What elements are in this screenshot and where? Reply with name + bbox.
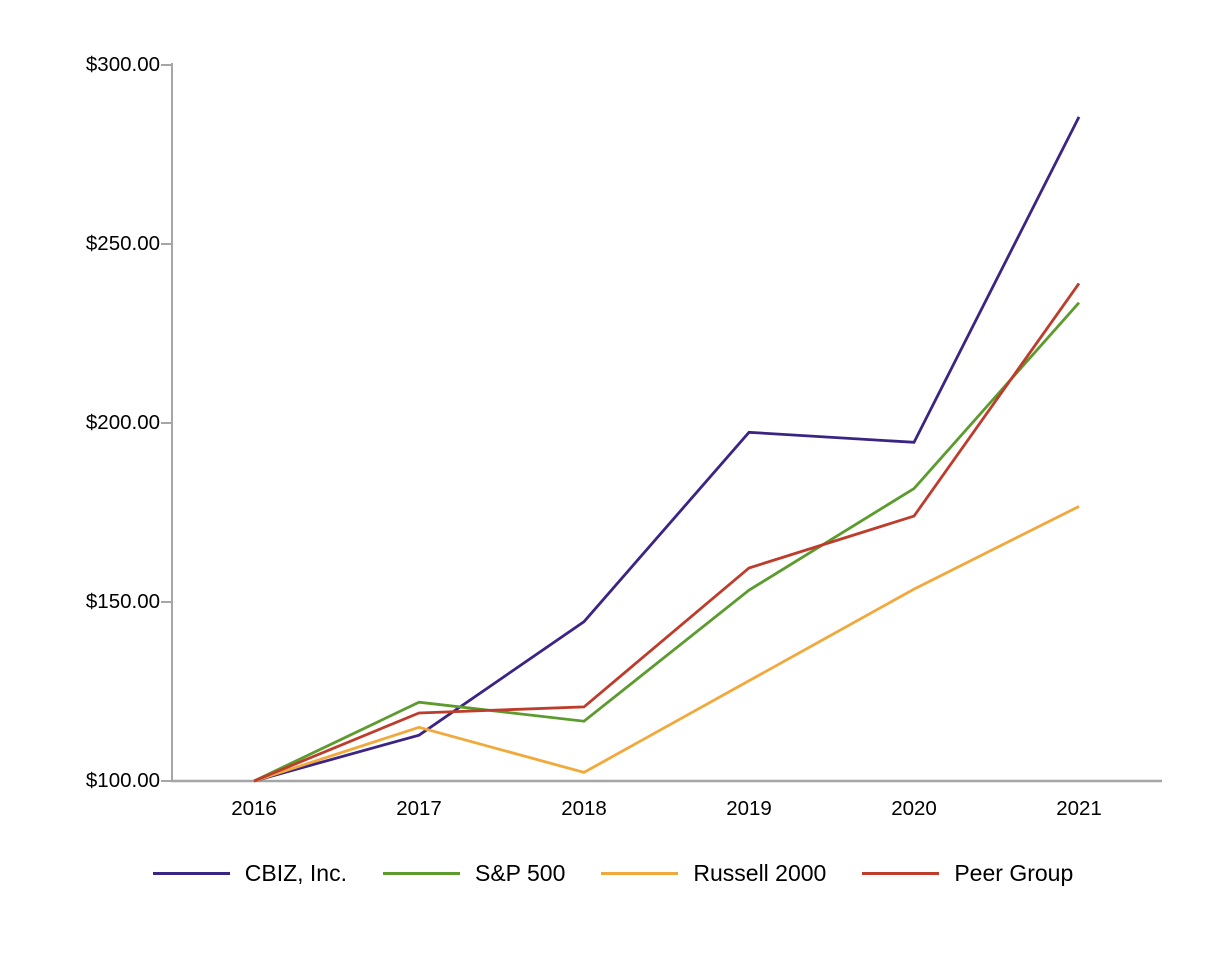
legend-line-swatch-cbiz	[152, 871, 230, 875]
y-axis-tick-label: $250.00	[85, 232, 160, 255]
legend-item-peer-group: Peer Group	[862, 859, 1073, 887]
legend-label-peer-group: Peer Group	[954, 860, 1074, 886]
legend-line-swatch-russell2000	[601, 871, 679, 875]
series-lines	[253, 116, 1081, 783]
x-axis-tick-label: 2021	[1056, 797, 1102, 820]
legend-item-sp500: S&P 500	[383, 859, 565, 887]
chart-legend: CBIZ, Inc. S&P 500 Russell 2000 Peer Gro…	[0, 856, 1226, 890]
y-axis-tick-label: $150.00	[85, 590, 160, 613]
x-axis-tick-label: 2020	[891, 797, 937, 820]
x-axis-tick-label: 2017	[396, 797, 442, 820]
x-axis-tick-label: 2018	[561, 797, 607, 820]
legend-label-cbiz: CBIZ, Inc.	[244, 860, 347, 886]
y-axis-tick-label: $200.00	[85, 411, 160, 434]
legend-item-cbiz: CBIZ, Inc.	[152, 859, 347, 887]
legend-item-russell2000: Russell 2000	[601, 859, 826, 887]
legend-label-russell2000: Russell 2000	[693, 860, 827, 886]
y-axis-tick-label: $300.00	[85, 53, 160, 76]
legend-label-sp500: S&P 500	[475, 860, 566, 886]
x-axis-tick-label: 2016	[231, 797, 277, 820]
x-axis-tick-label: 2019	[726, 797, 772, 820]
axes	[161, 63, 1162, 783]
y-axis-tick-label: $100.00	[85, 769, 160, 792]
legend-line-swatch-sp500	[383, 871, 460, 875]
legend-line-swatch-peer-group	[862, 871, 940, 875]
